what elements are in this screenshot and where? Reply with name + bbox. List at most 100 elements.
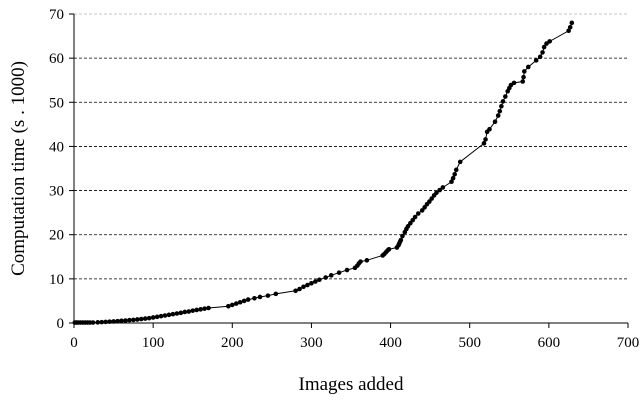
data-point	[500, 99, 506, 104]
data-point	[265, 293, 271, 298]
data-point	[194, 307, 199, 313]
data-point	[174, 311, 180, 316]
data-point	[103, 319, 108, 325]
y-axis-title: Computation time (s . 1000)	[8, 61, 29, 276]
data-point	[131, 317, 136, 323]
x-tick-label: 700	[617, 335, 640, 351]
data-point	[99, 319, 104, 325]
x-tick-label: 500	[458, 335, 481, 351]
data-point	[521, 74, 526, 80]
data-point	[135, 317, 140, 322]
data-point	[503, 94, 508, 99]
data-point	[226, 303, 231, 309]
data-point	[90, 320, 96, 325]
y-tick-label: 40	[49, 139, 64, 155]
data-point	[522, 69, 527, 74]
data-point	[541, 44, 547, 50]
data-point	[198, 307, 203, 312]
data-point	[537, 54, 543, 60]
y-tick-label: 0	[57, 316, 65, 332]
data-point	[520, 79, 526, 84]
data-point	[495, 113, 501, 118]
data-point	[309, 280, 314, 286]
data-point	[190, 308, 196, 313]
x-tick-label: 400	[379, 335, 402, 351]
data-point	[178, 310, 184, 316]
x-tick-label: 0	[70, 335, 78, 351]
y-tick-label: 50	[49, 95, 64, 111]
data-point	[453, 167, 459, 173]
data-point	[150, 315, 156, 320]
data-point	[95, 320, 101, 325]
data-point	[241, 298, 247, 304]
data-point	[127, 317, 132, 323]
x-tick-label: 100	[142, 335, 165, 351]
data-point	[305, 282, 310, 288]
data-point	[547, 39, 552, 44]
data-point	[186, 309, 192, 314]
data-point	[415, 211, 421, 216]
data-point	[434, 190, 439, 196]
data-point	[111, 319, 116, 324]
data-point	[492, 119, 498, 125]
x-tick-label: 200	[221, 335, 244, 351]
y-tick-label: 20	[49, 228, 64, 244]
data-point	[237, 299, 243, 305]
data-point	[123, 318, 128, 323]
data-point	[317, 277, 322, 283]
gridlines	[74, 13, 628, 280]
data-point	[323, 275, 328, 280]
data-point	[499, 103, 504, 109]
axes	[73, 14, 628, 324]
data-point	[293, 288, 298, 294]
data-point	[412, 214, 418, 220]
data-point	[525, 64, 531, 70]
x-tick-label: 600	[538, 335, 561, 351]
data-point	[162, 313, 168, 318]
data-point	[119, 318, 124, 324]
data-point	[358, 259, 363, 264]
data-point	[450, 175, 456, 181]
data-point	[569, 20, 575, 26]
y-tick-label: 60	[49, 51, 64, 67]
data-point	[301, 284, 306, 290]
series-line	[74, 22, 573, 324]
data-point	[297, 286, 302, 292]
data-point	[364, 258, 370, 263]
data-point	[233, 301, 239, 306]
data-point	[511, 80, 517, 86]
data-point	[166, 312, 172, 318]
data-point	[540, 50, 545, 55]
data-point	[142, 316, 148, 321]
data-point	[452, 171, 457, 177]
data-point	[115, 318, 120, 324]
data-point	[483, 137, 488, 142]
data-point	[313, 279, 318, 284]
data-point	[398, 237, 404, 243]
data-point	[440, 185, 446, 190]
data-point	[154, 314, 160, 320]
data-point	[328, 273, 334, 278]
data-point	[182, 309, 188, 315]
data-point	[449, 179, 454, 185]
data-point	[252, 295, 257, 301]
data-point	[437, 187, 442, 193]
data-point	[487, 126, 492, 132]
data-point	[497, 108, 503, 114]
data-point	[257, 294, 263, 300]
data-point	[158, 313, 164, 319]
data-point	[229, 302, 235, 308]
data-point	[273, 291, 279, 297]
x-tick-label: 300	[300, 335, 323, 351]
y-tick-label: 70	[49, 7, 64, 23]
data-point	[336, 270, 342, 275]
data-point	[146, 315, 152, 321]
y-tick-label: 30	[49, 184, 64, 200]
data-point	[533, 58, 539, 63]
data-point	[87, 320, 93, 325]
y-tick-label: 10	[49, 272, 64, 288]
data-point	[457, 159, 463, 165]
